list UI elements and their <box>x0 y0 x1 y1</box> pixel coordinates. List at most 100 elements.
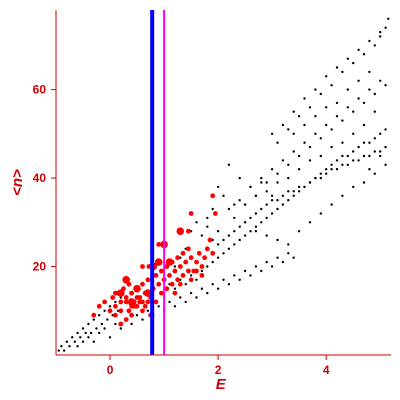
data-point <box>287 243 290 246</box>
data-point <box>265 234 268 237</box>
data-point <box>270 212 274 215</box>
data-point <box>238 225 241 228</box>
data-point <box>92 318 96 321</box>
data-point <box>87 322 90 326</box>
data-point <box>341 141 344 144</box>
data-point <box>352 61 355 65</box>
data-point <box>335 159 339 162</box>
data-point <box>100 322 104 326</box>
data-point <box>103 309 106 312</box>
data-point <box>188 211 194 216</box>
data-point <box>65 340 69 343</box>
data-point <box>362 141 366 144</box>
data-point <box>281 123 285 127</box>
data-point <box>96 303 102 309</box>
data-point <box>379 150 382 153</box>
data-point <box>265 190 268 193</box>
data-point <box>379 35 382 38</box>
data-point <box>265 181 268 184</box>
data-point <box>169 281 175 287</box>
data-point <box>130 322 133 326</box>
data-point <box>346 163 349 166</box>
data-point <box>346 106 349 109</box>
data-point <box>270 168 274 171</box>
data-point <box>188 277 194 283</box>
data-point <box>141 318 144 321</box>
data-point <box>204 246 210 252</box>
data-point <box>357 79 360 83</box>
data-point <box>346 154 349 158</box>
data-point <box>176 227 185 235</box>
data-point <box>186 246 191 252</box>
data-point <box>172 290 178 296</box>
data-point <box>108 336 112 339</box>
data-point <box>292 190 295 193</box>
data-point <box>276 207 279 211</box>
data-point <box>325 75 328 78</box>
data-point <box>177 281 183 287</box>
data-point <box>260 207 263 211</box>
data-point <box>357 48 360 51</box>
data-point <box>330 128 333 131</box>
data-point <box>202 255 208 261</box>
data-point <box>254 265 258 268</box>
data-point <box>254 194 258 197</box>
data-point <box>254 225 258 228</box>
data-point <box>57 349 60 352</box>
data-point <box>335 168 339 171</box>
data-point <box>159 268 164 274</box>
data-point <box>368 88 371 91</box>
data-point <box>71 336 74 339</box>
data-point <box>238 238 241 242</box>
data-point <box>177 264 183 269</box>
data-point <box>119 296 123 299</box>
data-point <box>140 264 145 269</box>
data-point <box>233 216 236 220</box>
data-point <box>341 70 344 74</box>
data-point <box>346 57 349 60</box>
data-point <box>167 273 172 278</box>
data-point <box>180 273 186 278</box>
data-point <box>233 274 236 277</box>
data-point <box>113 303 118 309</box>
data-point <box>352 159 355 162</box>
data-point <box>330 203 333 206</box>
data-point <box>211 207 214 211</box>
data-point <box>126 308 132 314</box>
data-point <box>95 327 98 330</box>
data-point <box>233 203 236 206</box>
data-point <box>222 278 225 281</box>
data-point <box>373 137 376 140</box>
data-point <box>260 269 263 273</box>
data-point <box>87 336 90 339</box>
data-point <box>123 317 129 322</box>
data-point <box>222 194 225 197</box>
x-tick-label: 0 <box>107 363 114 377</box>
data-point <box>292 194 295 197</box>
data-point <box>319 212 322 215</box>
data-point <box>341 163 344 166</box>
data-point <box>206 291 209 295</box>
data-point <box>81 327 85 330</box>
y-tick-label: 20 <box>33 260 47 274</box>
data-point <box>287 252 290 255</box>
data-point <box>156 242 162 247</box>
data-point <box>276 256 279 259</box>
data-point <box>118 321 124 327</box>
data-point <box>200 269 204 273</box>
data-point <box>384 163 387 166</box>
data-point <box>195 278 198 281</box>
data-point <box>113 312 118 318</box>
data-point <box>118 308 124 314</box>
data-point <box>79 336 82 339</box>
data-point <box>206 216 209 220</box>
data-point <box>238 176 241 180</box>
data-point <box>213 211 218 216</box>
data-point <box>164 286 170 292</box>
data-point <box>270 194 274 197</box>
data-point <box>319 172 322 175</box>
data-point <box>330 168 333 171</box>
data-point <box>260 181 263 184</box>
